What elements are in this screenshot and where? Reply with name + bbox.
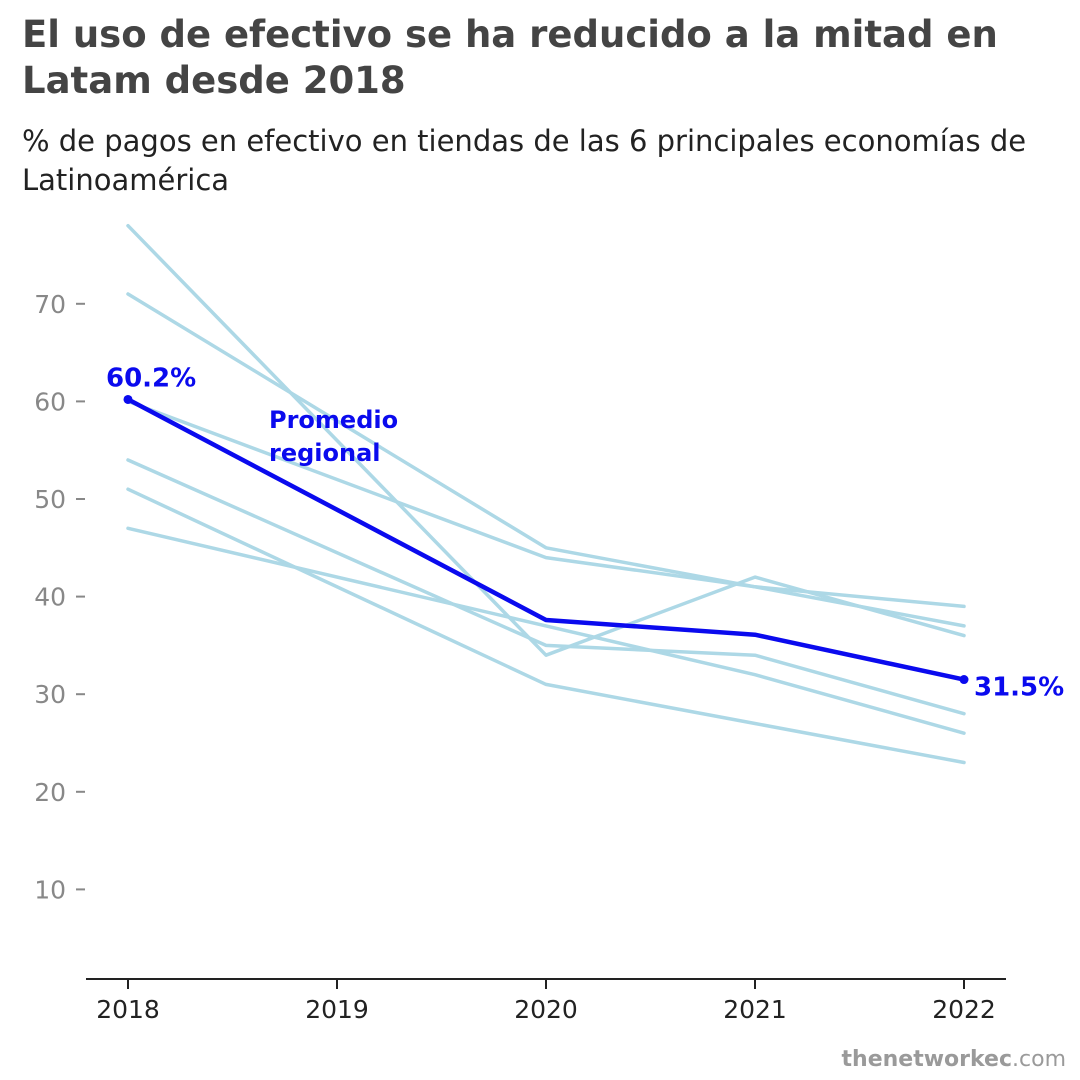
end-value-label: 31.5% — [974, 673, 1064, 703]
average-end-point — [959, 675, 969, 685]
y-tick-label: 30 — [34, 680, 66, 709]
series-lines — [123, 223, 969, 765]
country-series-line — [126, 487, 966, 765]
country-series-line — [126, 526, 966, 735]
x-tick-label: 2018 — [96, 995, 160, 1024]
annotations: 60.2% 31.5% Promedio regional — [106, 363, 1064, 702]
y-tick-label: 50 — [34, 485, 66, 514]
chart-subtitle: % de pagos en efectivo en tiendas de las… — [22, 124, 1027, 197]
x-tick-label: 2021 — [723, 995, 787, 1024]
average-series-label-line: Promedio — [269, 406, 398, 434]
average-series-label-line: regional — [269, 439, 381, 467]
source-suffix: .com — [1012, 1047, 1066, 1072]
source-brand: thenetworkec — [841, 1047, 1013, 1072]
average-series-line — [125, 397, 967, 682]
y-tick-label: 10 — [34, 875, 66, 904]
x-tick-label: 2020 — [514, 995, 578, 1024]
y-tick-label: 20 — [34, 778, 66, 807]
x-axis: 2018 2019 2020 2021 2022 — [86, 978, 1006, 1024]
chart-title: El uso de efectivo se ha reducido a la m… — [22, 13, 998, 102]
y-tick-label: 60 — [34, 387, 66, 416]
start-value-label: 60.2% — [106, 363, 196, 393]
y-axis: 10 20 30 40 50 60 70 — [34, 290, 85, 904]
source-credit: thenetworkec.com — [842, 1047, 1066, 1072]
y-tick-label: 40 — [34, 583, 66, 612]
country-series-line — [126, 223, 966, 657]
average-start-point — [123, 394, 133, 404]
y-tick-label: 70 — [34, 290, 66, 319]
country-series-line — [126, 458, 966, 716]
x-tick-label: 2019 — [305, 995, 369, 1024]
average-series-label: Promedio regional — [269, 406, 398, 467]
country-series-line — [126, 399, 966, 609]
country-series-line — [126, 292, 966, 628]
x-tick-label: 2022 — [932, 995, 996, 1024]
